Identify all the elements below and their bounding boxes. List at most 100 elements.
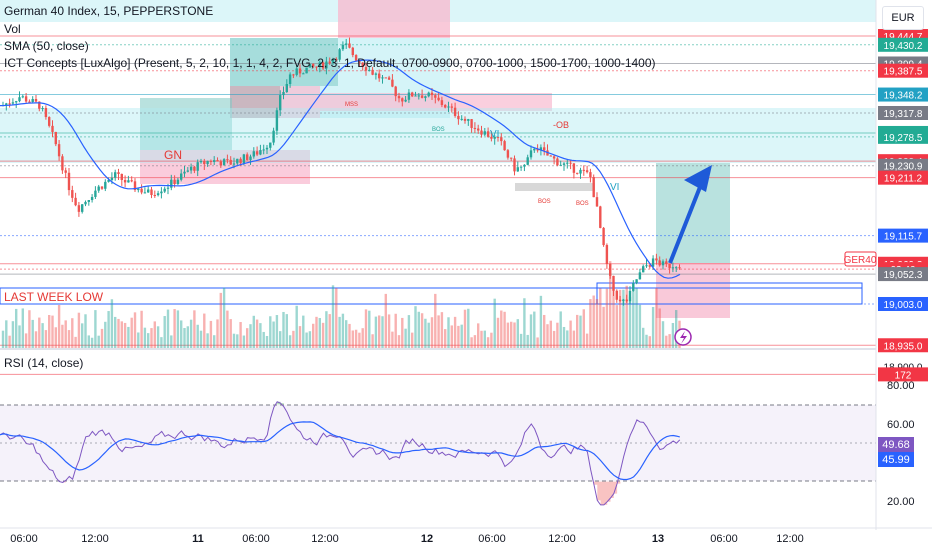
candle-body (394, 86, 397, 97)
currency-button[interactable]: EUR (882, 6, 924, 30)
volume-bar (638, 304, 642, 348)
volume-bar (1, 330, 5, 348)
volume-bar (368, 310, 371, 348)
volume-bar (193, 310, 196, 348)
volume-bar (642, 327, 645, 348)
volume-bar (8, 335, 11, 348)
candle-body (219, 161, 222, 166)
candle-body (483, 131, 486, 135)
volume-bar (401, 317, 404, 348)
volume-bar (127, 326, 130, 348)
candle-body (361, 62, 364, 68)
candle-body (506, 150, 510, 158)
volume-bar (315, 316, 318, 348)
volume-bar (460, 324, 463, 348)
volume-bar (519, 333, 523, 348)
last-week-low-box (0, 287, 863, 305)
volume-bar (665, 335, 668, 348)
rsi-tick-80: 80.00 (887, 380, 915, 392)
candle-body (368, 69, 371, 71)
volume-bar (457, 325, 460, 348)
candle-body (206, 160, 209, 165)
volume-bar (338, 316, 341, 348)
volume-bar (543, 314, 546, 348)
price-label-bg (878, 87, 928, 102)
projection-arrow[interactable] (668, 165, 712, 264)
volume-bar (589, 299, 592, 348)
ict-zone-pink-top (338, 0, 450, 38)
candle-body (437, 97, 440, 101)
volume-bar (147, 333, 150, 348)
vol-legend[interactable]: Vol (4, 22, 21, 36)
candle-body (325, 61, 328, 69)
volume-bar (77, 312, 81, 348)
candle-body (269, 142, 272, 148)
candle-body (104, 181, 107, 189)
volume-bar (526, 334, 529, 348)
volume-bar (516, 319, 519, 348)
candle-body (618, 299, 622, 301)
ict-zone-gray-b (515, 183, 595, 191)
time-label: 11 (192, 533, 204, 545)
candle-body (318, 62, 321, 67)
ict-legend[interactable]: ICT Concepts [LuxAlgo] (Present, 5, 2, 1… (4, 56, 656, 70)
volume-bar (275, 315, 279, 348)
volume-bar (180, 320, 183, 348)
volume-bar (51, 315, 54, 348)
volume-bar (133, 312, 137, 348)
volume-bar (335, 288, 338, 348)
bos-label-3: BOS (576, 201, 589, 207)
candle-body (668, 263, 671, 269)
price-labels: 19,444.719,430.219,399.419,387.519,348.2… (878, 29, 928, 382)
volume-bar (183, 327, 186, 348)
candle-body (374, 73, 378, 75)
candle-body (282, 91, 285, 96)
candle-body (404, 99, 407, 102)
volume-bar (140, 310, 143, 348)
candle-body (420, 95, 424, 98)
sma-legend[interactable]: SMA (50, close) (4, 39, 89, 53)
candle-body (18, 97, 21, 102)
price-label: 19,211.2 (884, 174, 923, 185)
volume-bar (216, 319, 219, 348)
price-label: 19,348.2 (884, 91, 923, 102)
candle-body (84, 201, 87, 205)
volume-bar (160, 337, 163, 348)
gn-label: GN (164, 148, 182, 162)
symbol-title[interactable]: German 40 Index, 15, PEPPERSTONE (4, 4, 214, 18)
volume-bar (28, 310, 31, 348)
candle-body (529, 150, 533, 158)
volume-bar (582, 309, 585, 348)
volume-bar (153, 321, 156, 348)
candle-body (51, 125, 54, 132)
vi-label-2: VI (610, 182, 619, 193)
volume-bar (176, 310, 180, 348)
volume-bar (605, 288, 609, 348)
volume-bar (305, 332, 308, 348)
time-label: 12 (421, 533, 433, 545)
volume-bar (236, 334, 239, 348)
candle-body (516, 167, 519, 172)
rsi-legend[interactable]: RSI (14, close) (4, 356, 84, 370)
volume-bar (213, 335, 216, 348)
volume-bar (308, 331, 312, 348)
candle-body (378, 73, 381, 79)
candle-body (424, 96, 427, 98)
time-axis[interactable]: 06:00 12:00 11 06:00 12:00 12 06:00 12:00 13 06:0… (0, 527, 932, 545)
candle-body (411, 92, 414, 97)
candle-body (94, 190, 97, 197)
price-label: 19,387.5 (884, 67, 923, 78)
candle-body (592, 177, 595, 198)
volume-bar (549, 320, 552, 348)
volume-bar (635, 288, 638, 348)
candle-body (147, 189, 150, 193)
candle-body (97, 186, 100, 191)
candle-body (371, 69, 374, 75)
stop-zone (656, 263, 730, 318)
candle-body (562, 163, 566, 165)
candle-body (576, 172, 579, 174)
candle-body (602, 227, 605, 246)
volume-bar (100, 328, 104, 348)
lightning-icon[interactable] (674, 328, 692, 346)
